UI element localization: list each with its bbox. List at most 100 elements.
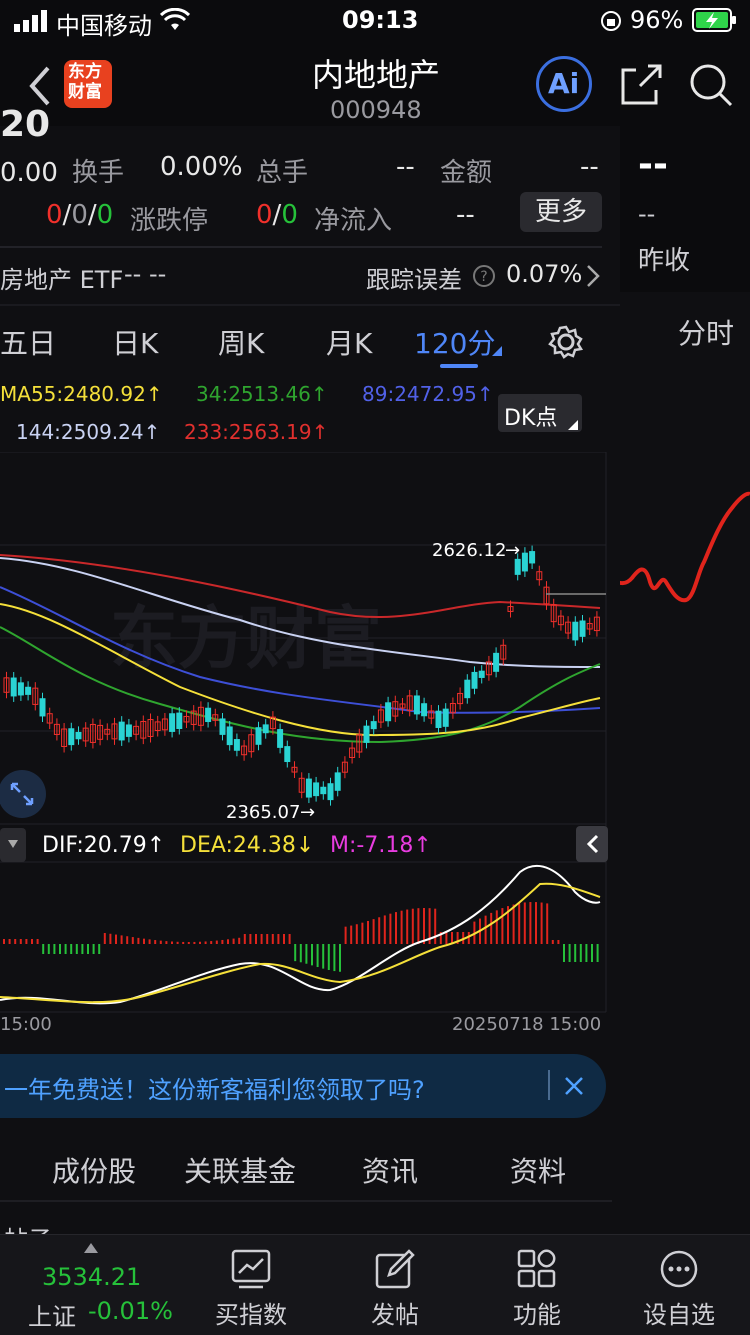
wifi-icon — [160, 8, 190, 30]
candle-body — [169, 713, 176, 732]
volume-value: -- — [396, 152, 415, 182]
candle-body — [298, 777, 305, 793]
amount-label: 金额 — [440, 158, 493, 188]
candle-body — [327, 783, 334, 801]
tab-related-funds[interactable]: 关联基金 — [184, 1155, 297, 1188]
section-tabs: 成份股 关联基金 资讯 资料 帖子 — [0, 1132, 620, 1234]
candle-body — [550, 604, 557, 623]
ma89-line — [0, 586, 601, 714]
candle-body — [349, 747, 356, 759]
candle-body — [305, 778, 312, 798]
kline-chart[interactable]: 东方财富 2626.12 → 2365.07 → DIF:20.79↑ DEA:… — [0, 452, 620, 1032]
candle-body — [25, 686, 32, 695]
ma233-legend: 233:2563.19↑ — [184, 420, 329, 444]
close-icon[interactable] — [564, 1076, 584, 1096]
candle-body — [197, 706, 204, 726]
candle-body — [313, 782, 320, 797]
buy-index-button[interactable]: 买指数 — [176, 1235, 326, 1335]
candle-body — [147, 719, 154, 737]
promo-banner[interactable]: 一年免费送！这份新客福利您领取了吗? — [0, 1054, 606, 1118]
settings-gear-icon[interactable] — [548, 324, 584, 360]
tab-news[interactable]: 资讯 — [362, 1155, 419, 1188]
back-icon[interactable] — [28, 66, 52, 106]
tab-120min[interactable]: 120分 — [414, 327, 496, 360]
intraday-label: 分时 — [678, 317, 735, 350]
ma144-legend: 144:2509.24↑ — [16, 420, 161, 444]
change-value: 0.00 — [0, 158, 58, 188]
tab-daily-k[interactable]: 日K — [112, 327, 159, 360]
prev-close-label: 昨收 — [638, 246, 691, 276]
candle-body — [161, 718, 168, 731]
intraday-panel[interactable]: 分时 — [620, 292, 750, 1234]
watermark: 东方财富 — [110, 600, 382, 679]
tab-underline — [440, 364, 478, 368]
divider — [0, 304, 620, 306]
macd-m: M:-7.18↑ — [330, 833, 432, 858]
candle-body — [565, 621, 572, 634]
add-watchlist-button[interactable]: 设自选 — [604, 1235, 750, 1335]
candle-body — [406, 695, 413, 711]
chart-trend-icon — [231, 1249, 271, 1289]
candle-body — [291, 766, 298, 773]
index-ticker[interactable]: 3534.21 上证 -0.01% — [14, 1235, 173, 1335]
ma144-line — [0, 557, 601, 668]
tab-five-day[interactable]: 五日 — [0, 327, 57, 360]
tab-constituents[interactable]: 成份股 — [52, 1155, 137, 1188]
collapse-button — [576, 826, 608, 862]
tracking-error-label: 跟踪误差 — [366, 266, 462, 294]
candle-body — [3, 677, 10, 693]
period-tabs: 五日 日K 周K 月K 120分 — [0, 316, 620, 372]
candle-body — [133, 725, 140, 735]
macd-histogram — [3, 902, 599, 972]
candle-body — [385, 702, 392, 722]
candle-body — [507, 606, 514, 612]
search-icon[interactable] — [688, 62, 734, 108]
help-icon[interactable]: ? — [472, 264, 496, 288]
macd-dif: DIF:20.79↑ — [42, 833, 165, 858]
updown-counts: 0/0/0 — [46, 200, 114, 230]
high-label: 2626.12 — [432, 540, 506, 561]
candle-body — [536, 571, 543, 581]
clock: 09:13 — [342, 6, 419, 34]
candle-body — [363, 725, 370, 743]
candle-body — [125, 724, 132, 737]
candle-body — [32, 687, 39, 705]
etf-name[interactable]: 房地产 ETF — [0, 266, 124, 294]
tab-weekly-k[interactable]: 周K — [218, 327, 265, 360]
ma55-legend: MA55:2480.92↑ — [0, 382, 163, 406]
candle-body — [262, 724, 269, 734]
functions-button[interactable]: 功能 — [462, 1235, 612, 1335]
candle-body — [97, 724, 104, 740]
candle-body — [341, 761, 348, 773]
candle-body — [392, 701, 399, 717]
candle-body — [17, 682, 24, 696]
dif-line — [0, 865, 601, 1005]
candle-body — [334, 772, 341, 791]
orientation-lock-icon — [601, 11, 621, 31]
partial-posts-label: 帖子 — [4, 1220, 52, 1234]
dk-point-button[interactable]: DK点 — [498, 394, 582, 432]
candle-body — [514, 558, 521, 575]
low-arrow: → — [300, 802, 315, 823]
tab-profile[interactable]: 资料 — [510, 1155, 567, 1188]
carrier: 中国移动 — [56, 12, 152, 40]
share-icon[interactable] — [620, 64, 662, 106]
candle-body — [111, 723, 118, 740]
candle-body — [248, 734, 255, 753]
ai-button[interactable]: Ai — [536, 56, 592, 112]
tab-monthly-k[interactable]: 月K — [326, 327, 373, 360]
x-label-right: 20250718 15:00 — [452, 1014, 601, 1032]
candle-body — [241, 745, 248, 756]
chevron-right-icon[interactable] — [586, 264, 600, 288]
candle-body — [457, 692, 464, 705]
nav-bar: 东方 财富 内地地产 000948 Ai — [0, 42, 750, 126]
low-label: 2365.07 — [226, 802, 300, 823]
more-button[interactable]: 更多 — [520, 192, 602, 232]
candle-body — [529, 551, 536, 564]
ma233-line — [0, 554, 601, 618]
candle-body — [176, 712, 183, 729]
candle-body — [421, 703, 428, 717]
candle-body — [543, 586, 550, 605]
post-button[interactable]: 发帖 — [320, 1235, 470, 1335]
candle-body — [219, 718, 226, 735]
